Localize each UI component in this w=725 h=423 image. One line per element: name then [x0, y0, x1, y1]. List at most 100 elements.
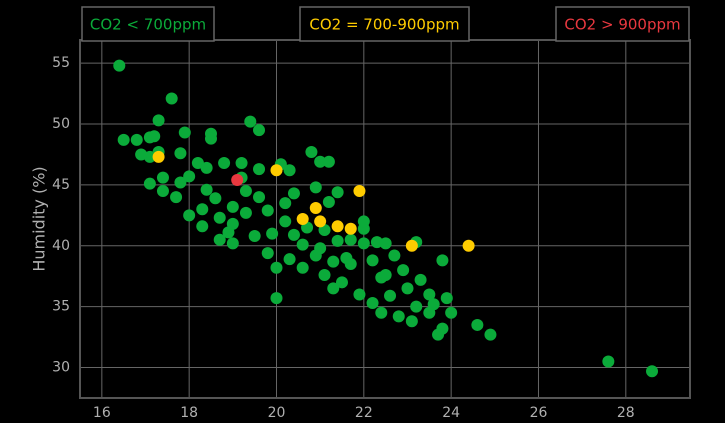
point: [174, 147, 187, 160]
point: [375, 306, 388, 319]
point: [602, 355, 615, 368]
y-tick-label: 35: [52, 299, 70, 315]
point: [270, 164, 283, 177]
point: [388, 249, 401, 262]
point: [235, 156, 248, 169]
point: [196, 220, 209, 233]
point: [432, 328, 445, 341]
legend-box: [81, 6, 215, 42]
point: [344, 222, 357, 235]
point: [135, 148, 148, 161]
point: [253, 191, 266, 204]
point: [414, 273, 427, 286]
point: [327, 255, 340, 268]
point: [318, 269, 331, 282]
point: [331, 234, 344, 247]
point: [152, 114, 165, 127]
legend-label: CO2 < 700ppm: [90, 16, 206, 34]
point: [357, 215, 370, 228]
point: [279, 215, 292, 228]
point: [440, 292, 453, 305]
point: [366, 254, 379, 267]
point: [270, 261, 283, 274]
point: [296, 238, 309, 251]
point: [196, 203, 209, 216]
point: [283, 164, 296, 177]
point: [191, 156, 204, 169]
point: [423, 288, 436, 301]
point: [266, 227, 279, 240]
point: [370, 236, 383, 249]
point: [261, 204, 274, 217]
point: [296, 261, 309, 274]
point: [305, 146, 318, 159]
x-tick-label: 28: [617, 405, 635, 421]
point: [462, 239, 475, 252]
point: [331, 186, 344, 199]
point: [296, 213, 309, 225]
y-tick-label: 50: [52, 116, 70, 132]
point: [340, 251, 353, 264]
point: [384, 289, 397, 302]
point: [327, 282, 340, 295]
point: [130, 133, 143, 146]
y-tick-label: 45: [52, 177, 70, 193]
point: [353, 288, 366, 301]
point: [353, 184, 366, 197]
point: [366, 297, 379, 310]
point: [379, 237, 392, 250]
point: [436, 254, 449, 267]
point: [322, 155, 335, 168]
point: [471, 318, 484, 331]
legend-box: [299, 6, 470, 42]
point: [148, 130, 161, 143]
legend-label: CO2 = 700-900ppm: [309, 16, 459, 34]
point: [165, 92, 178, 105]
point: [314, 242, 327, 255]
point: [357, 237, 370, 250]
legend-label: CO2 > 900ppm: [564, 16, 680, 34]
point: [226, 200, 239, 213]
point: [231, 174, 244, 187]
point: [309, 181, 322, 194]
point: [646, 365, 659, 378]
point: [379, 269, 392, 282]
point: [183, 209, 196, 222]
point: [209, 192, 222, 205]
point: [204, 132, 217, 145]
x-tick-label: 18: [180, 405, 198, 421]
point: [445, 306, 458, 319]
point: [152, 150, 165, 163]
point: [178, 126, 191, 139]
point: [335, 276, 348, 289]
point: [253, 124, 266, 137]
legend-box: [555, 6, 690, 42]
point: [239, 184, 252, 197]
point: [213, 211, 226, 224]
point: [143, 177, 156, 190]
y-tick-label: 40: [52, 238, 70, 254]
point: [156, 171, 169, 184]
point: [117, 133, 130, 146]
point: [183, 170, 196, 183]
point: [170, 191, 183, 204]
y-tick-label: 30: [52, 360, 70, 376]
point: [244, 115, 257, 128]
x-tick-label: 16: [93, 405, 111, 421]
point: [392, 310, 405, 323]
point: [405, 239, 418, 252]
point: [222, 226, 235, 239]
point: [314, 215, 327, 228]
point: [156, 184, 169, 197]
point: [309, 202, 322, 215]
point: [287, 187, 300, 200]
point: [322, 195, 335, 208]
point: [405, 315, 418, 328]
x-tick-label: 26: [530, 405, 548, 421]
point: [253, 163, 266, 176]
point: [226, 237, 239, 250]
point: [397, 264, 410, 277]
point: [248, 230, 261, 243]
point: [174, 176, 187, 189]
